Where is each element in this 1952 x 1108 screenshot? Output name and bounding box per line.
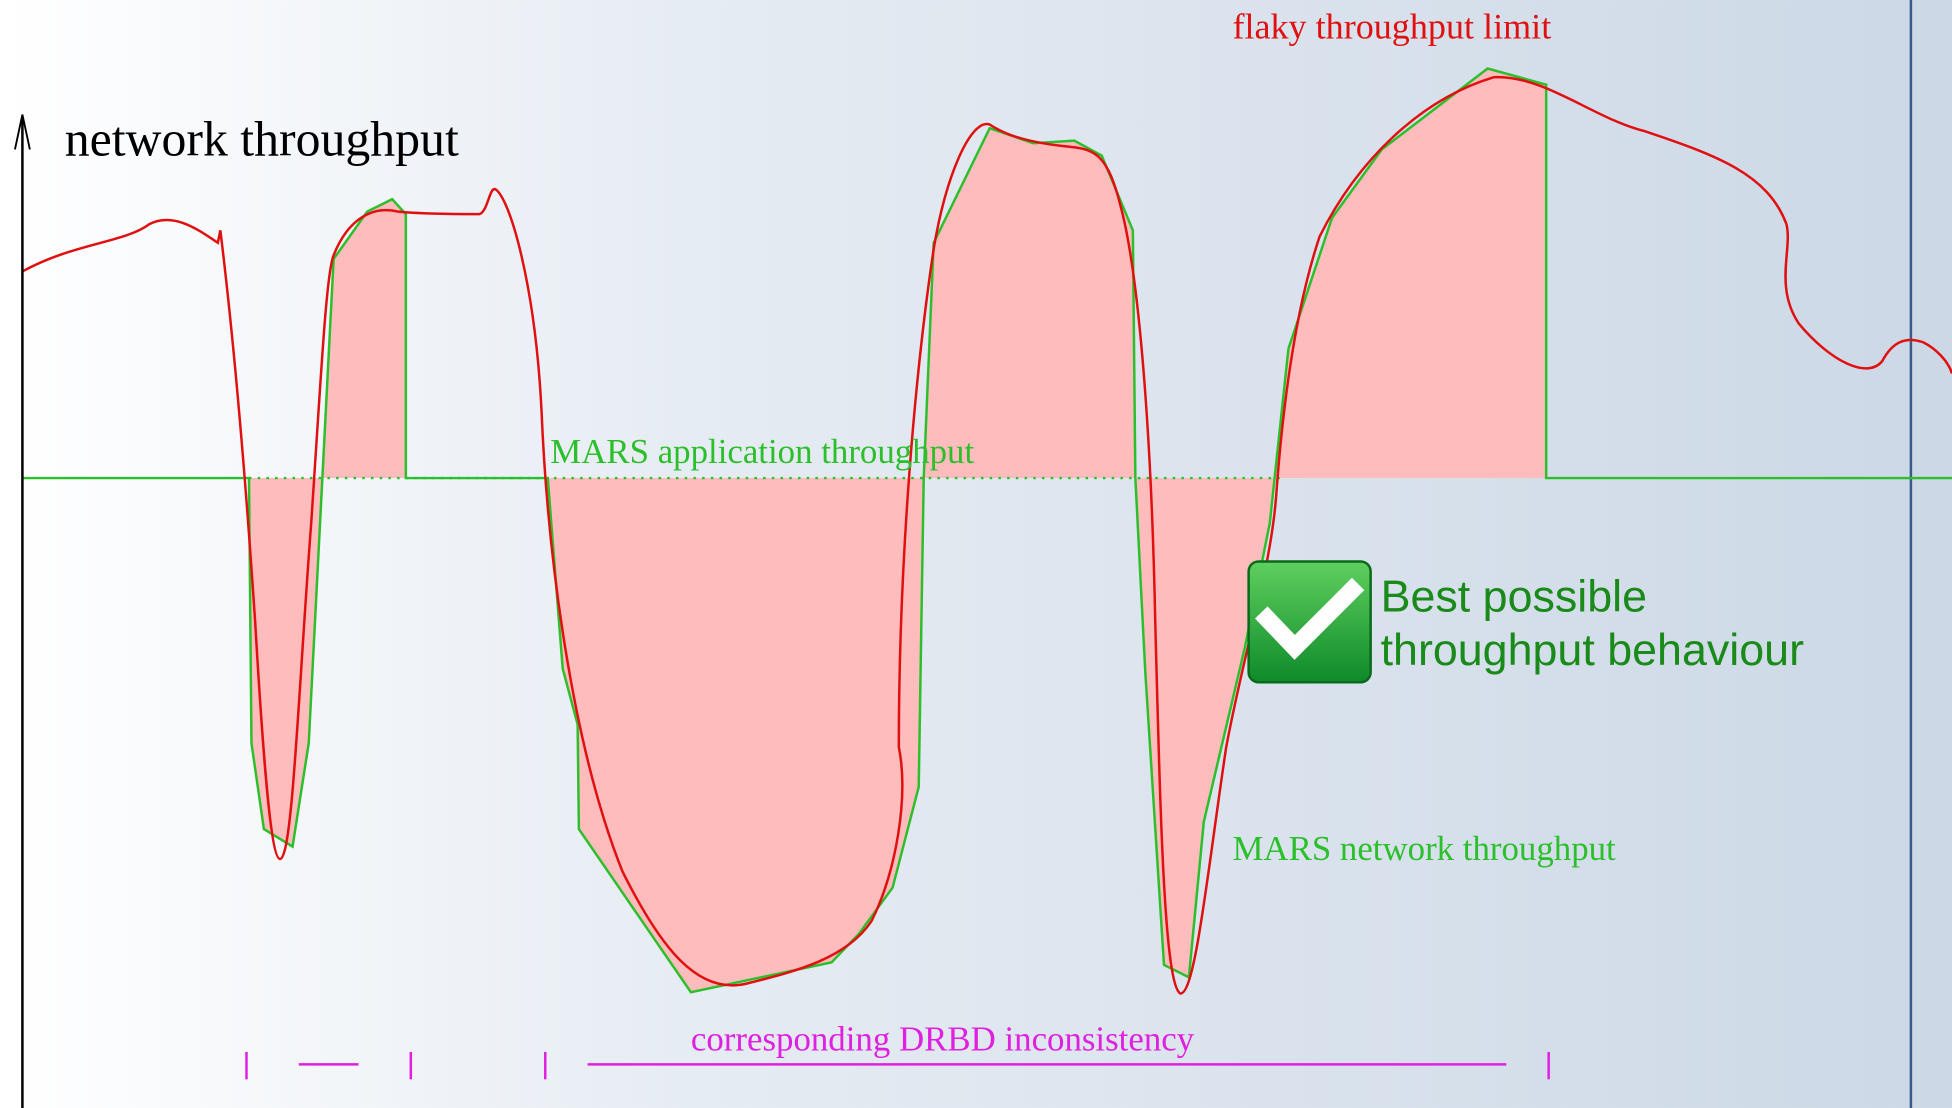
axis-label: network throughput [65, 112, 459, 167]
axis-arrow [14, 114, 31, 150]
network-curve [22, 67, 1952, 994]
network-label: MARS network throughput [1232, 829, 1616, 868]
application-label: MARS application throughput [550, 432, 974, 471]
inconsistency-label: corresponding DRBD inconsistency [691, 1020, 1195, 1059]
limit-curve [21, 75, 1952, 995]
limit-label: flaky throughput limit [1232, 7, 1551, 47]
callout-line1: Best possible [1381, 571, 1647, 621]
inconsistency-area [22, 68, 1952, 993]
check-mark [1254, 577, 1365, 660]
inconsistency-markers [245, 1051, 1550, 1080]
callout-line2: throughput behaviour [1381, 625, 1804, 675]
